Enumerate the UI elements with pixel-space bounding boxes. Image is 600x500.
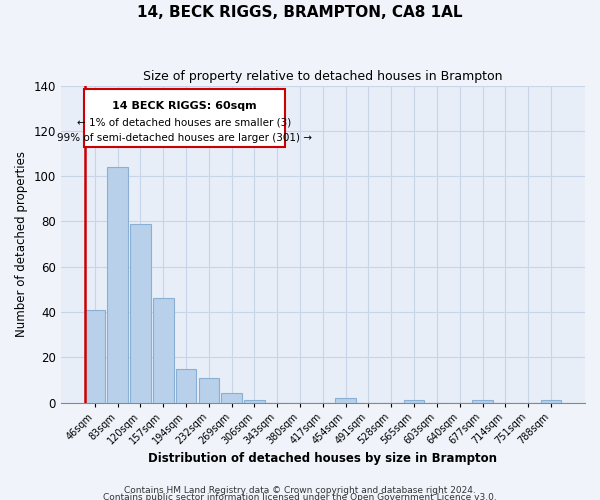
Bar bbox=[107, 167, 128, 402]
Text: ← 1% of detached houses are smaller (3): ← 1% of detached houses are smaller (3) bbox=[77, 118, 292, 128]
Bar bbox=[85, 310, 105, 402]
Text: 14 BECK RIGGS: 60sqm: 14 BECK RIGGS: 60sqm bbox=[112, 102, 257, 112]
Bar bbox=[176, 368, 196, 402]
Bar bbox=[130, 224, 151, 402]
Bar bbox=[221, 394, 242, 402]
Y-axis label: Number of detached properties: Number of detached properties bbox=[15, 151, 28, 337]
Bar bbox=[199, 378, 219, 402]
Bar bbox=[153, 298, 173, 403]
Bar bbox=[472, 400, 493, 402]
Bar bbox=[335, 398, 356, 402]
Text: Contains HM Land Registry data © Crown copyright and database right 2024.: Contains HM Land Registry data © Crown c… bbox=[124, 486, 476, 495]
Bar bbox=[404, 400, 424, 402]
Text: 99% of semi-detached houses are larger (301) →: 99% of semi-detached houses are larger (… bbox=[57, 133, 312, 143]
Bar bbox=[84, 89, 284, 146]
Text: Contains public sector information licensed under the Open Government Licence v3: Contains public sector information licen… bbox=[103, 494, 497, 500]
Bar bbox=[244, 400, 265, 402]
Bar bbox=[541, 400, 561, 402]
X-axis label: Distribution of detached houses by size in Brampton: Distribution of detached houses by size … bbox=[148, 452, 497, 465]
Text: 14, BECK RIGGS, BRAMPTON, CA8 1AL: 14, BECK RIGGS, BRAMPTON, CA8 1AL bbox=[137, 5, 463, 20]
Title: Size of property relative to detached houses in Brampton: Size of property relative to detached ho… bbox=[143, 70, 503, 83]
